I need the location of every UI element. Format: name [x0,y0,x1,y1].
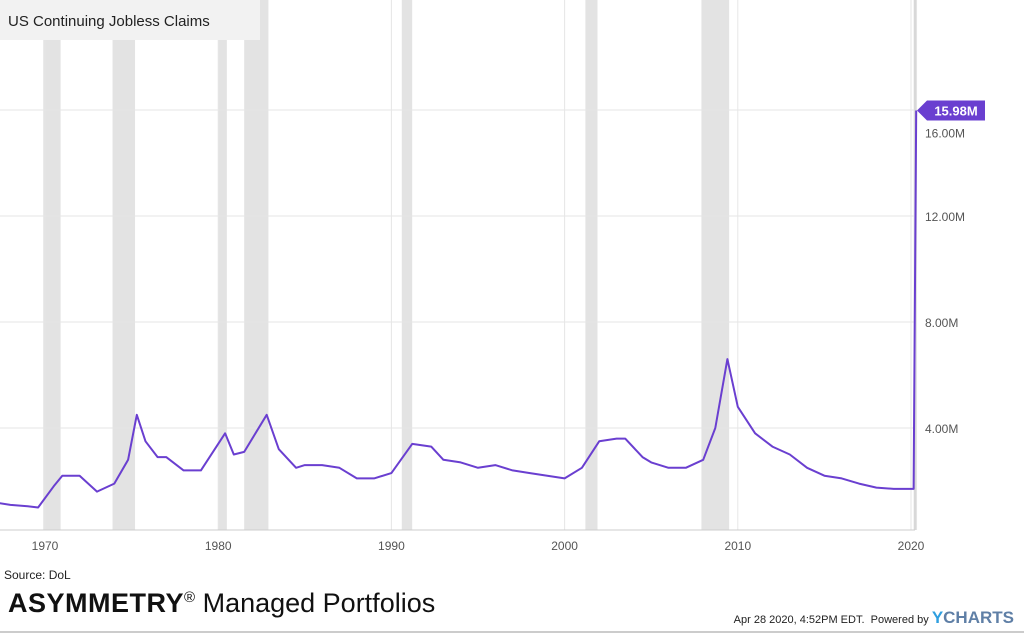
chart-title-box: US Continuing Jobless Claims [0,0,260,40]
recession-band [244,0,269,530]
recession-band [701,0,730,530]
source-label: Source: DoL [4,568,71,582]
recession-band [585,0,598,530]
brand-bold: ASYMMETRY [8,588,185,618]
brand-reg: ® [184,589,196,606]
recession-band [43,0,61,530]
line-chart: 1970 1980 1990 2000 2010 2020 4.00M 8.00M 12.00M… [0,0,985,553]
x-tick-label: 1990 [378,539,405,553]
ycharts-text: CHARTS [943,608,1014,627]
x-tick-label: 1970 [32,539,59,553]
ycharts-y: Y [931,608,944,627]
last-value-tag [917,100,985,121]
y-tick-label: 8.00M [925,316,958,330]
recession-band [112,0,136,530]
series-line [0,110,918,509]
x-tick-label: 2000 [551,539,578,553]
brand-rest: Managed Portfolios [195,588,436,618]
recession-band [401,0,413,530]
y-tick-label: 16.00M [925,127,965,141]
x-tick-label: 2020 [898,539,925,553]
chart-title: US Continuing Jobless Claims [8,13,210,30]
y-tick-label: 12.00M [925,210,965,224]
x-tick-label: 2010 [724,539,751,553]
x-tick-label: 1980 [205,539,232,553]
divider [0,631,1024,633]
ycharts-logo[interactable]: YCHARTS [932,608,1014,627]
powered-by: Powered by [870,614,929,626]
brand-logo: ASYMMETRY® Managed Portfolios [8,588,435,619]
y-tick-label: 4.00M [925,422,958,436]
footer-stamp: Apr 28 2020, 4:52PM EDT. Powered by YCHA… [734,608,1014,628]
recession-band [218,0,227,530]
last-value-label: 15.98M [934,104,977,119]
timestamp: Apr 28 2020, 4:52PM EDT. [733,614,865,626]
